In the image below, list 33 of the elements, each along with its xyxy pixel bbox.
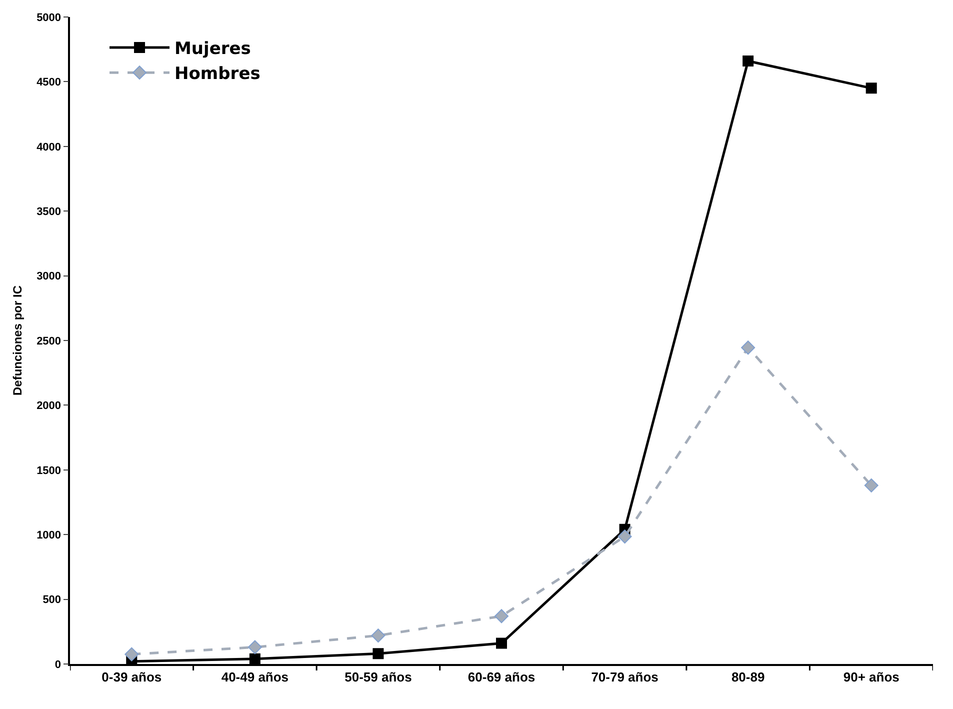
point — [124, 647, 139, 662]
point — [249, 653, 260, 664]
y-tick-label: 500 — [42, 594, 62, 606]
point — [864, 478, 878, 492]
y-tick-label: 2000 — [36, 400, 62, 412]
legend-label: Mujeres — [174, 39, 251, 60]
point — [741, 340, 756, 355]
x-tick-label: 0-39 años — [102, 669, 162, 684]
point — [496, 638, 507, 649]
y-tick-label: 2500 — [36, 335, 62, 348]
x-tick-label: 90+ años — [843, 669, 900, 684]
x-tick-label: 80-89 — [731, 669, 765, 684]
point — [248, 640, 262, 654]
x-tick-label: 50-59 años — [344, 669, 412, 684]
y-tick-label: 5000 — [36, 12, 62, 24]
point — [372, 648, 384, 660]
point — [866, 82, 877, 94]
point — [742, 56, 754, 66]
y-tick-label: 0 — [54, 658, 62, 671]
x-tick-label: 70-79 años — [591, 669, 658, 684]
y-tick-label: 3000 — [36, 270, 62, 283]
x-tick-label: 60-69 años — [468, 669, 536, 684]
point — [494, 609, 508, 624]
y-tick-label: 1500 — [36, 464, 62, 477]
legend-label: Hombres — [174, 64, 260, 84]
y-tick-label: 4500 — [36, 76, 62, 89]
x-tick-label: 40-49 años — [221, 669, 289, 684]
point — [618, 530, 632, 544]
y-tick-label: 4000 — [36, 141, 62, 154]
y-tick-label: 3500 — [36, 206, 62, 218]
y-tick-label: 1000 — [36, 529, 62, 542]
y-axis-title: Defunciones por IC — [10, 285, 24, 396]
point — [371, 628, 386, 643]
